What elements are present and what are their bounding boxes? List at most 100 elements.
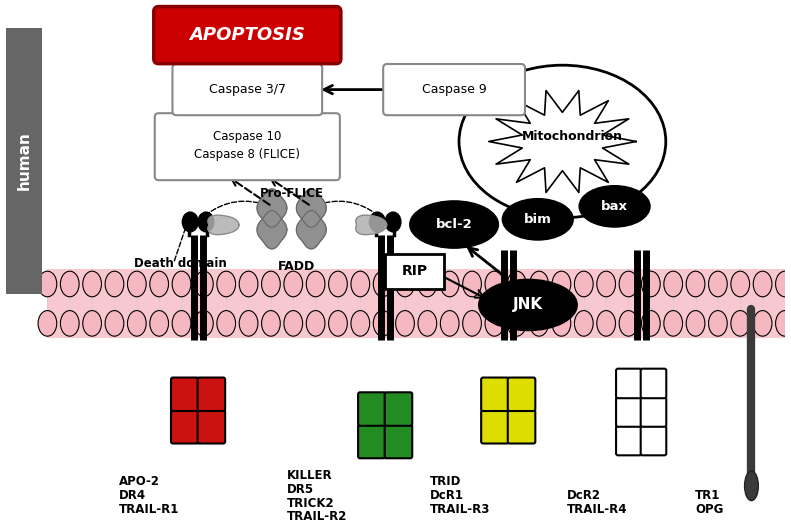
Text: Caspase 8 (FLICE): Caspase 8 (FLICE) xyxy=(195,148,301,161)
Polygon shape xyxy=(257,211,287,249)
FancyBboxPatch shape xyxy=(481,377,509,411)
Text: RIP: RIP xyxy=(402,264,428,278)
Text: APOPTOSIS: APOPTOSIS xyxy=(189,26,305,44)
Ellipse shape xyxy=(753,310,772,336)
Ellipse shape xyxy=(351,271,369,297)
Ellipse shape xyxy=(410,201,498,248)
Ellipse shape xyxy=(744,471,759,501)
Ellipse shape xyxy=(217,271,236,297)
Ellipse shape xyxy=(619,271,638,297)
FancyBboxPatch shape xyxy=(641,369,666,398)
Ellipse shape xyxy=(530,271,548,297)
Ellipse shape xyxy=(328,310,347,336)
Ellipse shape xyxy=(396,310,414,336)
FancyBboxPatch shape xyxy=(616,369,642,398)
Text: Caspase 3/7: Caspase 3/7 xyxy=(209,83,286,96)
FancyBboxPatch shape xyxy=(155,113,340,180)
Polygon shape xyxy=(489,91,636,192)
Text: Death domain: Death domain xyxy=(134,257,227,270)
Ellipse shape xyxy=(60,310,79,336)
Text: FADD: FADD xyxy=(278,259,315,272)
Text: Caspase 10: Caspase 10 xyxy=(213,130,282,143)
FancyBboxPatch shape xyxy=(481,410,509,444)
Ellipse shape xyxy=(574,310,593,336)
FancyBboxPatch shape xyxy=(171,410,199,444)
Ellipse shape xyxy=(149,271,168,297)
Ellipse shape xyxy=(38,271,57,297)
Text: TRAIL-R2: TRAIL-R2 xyxy=(286,511,347,523)
Ellipse shape xyxy=(239,271,258,297)
Ellipse shape xyxy=(172,310,191,336)
Ellipse shape xyxy=(642,310,660,336)
Polygon shape xyxy=(208,215,239,235)
Ellipse shape xyxy=(507,310,526,336)
FancyBboxPatch shape xyxy=(641,397,666,427)
Ellipse shape xyxy=(105,310,124,336)
Ellipse shape xyxy=(373,271,392,297)
Polygon shape xyxy=(297,211,326,249)
FancyBboxPatch shape xyxy=(384,425,412,458)
Text: bax: bax xyxy=(601,200,628,213)
FancyBboxPatch shape xyxy=(616,397,642,427)
Ellipse shape xyxy=(463,310,482,336)
Ellipse shape xyxy=(83,310,101,336)
Ellipse shape xyxy=(83,271,101,297)
Ellipse shape xyxy=(182,212,198,232)
Ellipse shape xyxy=(127,310,146,336)
Text: bcl-2: bcl-2 xyxy=(436,218,472,231)
FancyBboxPatch shape xyxy=(172,64,322,115)
Ellipse shape xyxy=(686,310,705,336)
Ellipse shape xyxy=(731,271,750,297)
Ellipse shape xyxy=(485,271,504,297)
FancyBboxPatch shape xyxy=(383,64,525,115)
Ellipse shape xyxy=(552,271,571,297)
FancyBboxPatch shape xyxy=(384,392,412,426)
Text: TR1: TR1 xyxy=(695,489,721,502)
FancyBboxPatch shape xyxy=(153,6,341,64)
FancyBboxPatch shape xyxy=(198,377,225,411)
Ellipse shape xyxy=(709,271,727,297)
FancyBboxPatch shape xyxy=(641,426,666,455)
Ellipse shape xyxy=(172,271,191,297)
Ellipse shape xyxy=(262,310,280,336)
Bar xyxy=(47,269,785,304)
FancyBboxPatch shape xyxy=(171,377,199,411)
Ellipse shape xyxy=(373,310,392,336)
Ellipse shape xyxy=(369,212,385,232)
Text: TRAIL-R4: TRAIL-R4 xyxy=(567,503,628,515)
Ellipse shape xyxy=(418,271,437,297)
Bar xyxy=(47,304,785,338)
Ellipse shape xyxy=(463,271,482,297)
FancyBboxPatch shape xyxy=(616,426,642,455)
Ellipse shape xyxy=(664,271,683,297)
Ellipse shape xyxy=(664,310,683,336)
Ellipse shape xyxy=(284,271,303,297)
Text: TRID: TRID xyxy=(430,475,461,488)
Text: TRAIL-R1: TRAIL-R1 xyxy=(119,503,180,515)
FancyBboxPatch shape xyxy=(508,377,536,411)
Ellipse shape xyxy=(195,310,214,336)
Ellipse shape xyxy=(284,310,303,336)
Ellipse shape xyxy=(776,310,791,336)
Ellipse shape xyxy=(686,271,705,297)
Text: bim: bim xyxy=(524,213,552,226)
Text: TRICK2: TRICK2 xyxy=(286,496,335,510)
Text: human: human xyxy=(17,131,32,190)
Ellipse shape xyxy=(385,212,401,232)
Text: Mitochondrion: Mitochondrion xyxy=(522,130,623,143)
Ellipse shape xyxy=(709,310,727,336)
Ellipse shape xyxy=(306,271,325,297)
Ellipse shape xyxy=(776,271,791,297)
FancyBboxPatch shape xyxy=(358,392,386,426)
Ellipse shape xyxy=(262,271,280,297)
Ellipse shape xyxy=(149,310,168,336)
Polygon shape xyxy=(297,189,326,227)
Text: DR5: DR5 xyxy=(286,483,314,496)
Ellipse shape xyxy=(306,310,325,336)
Ellipse shape xyxy=(596,310,615,336)
Ellipse shape xyxy=(642,271,660,297)
Text: JNK: JNK xyxy=(513,297,543,313)
Ellipse shape xyxy=(596,271,615,297)
Ellipse shape xyxy=(530,310,548,336)
Ellipse shape xyxy=(105,271,124,297)
